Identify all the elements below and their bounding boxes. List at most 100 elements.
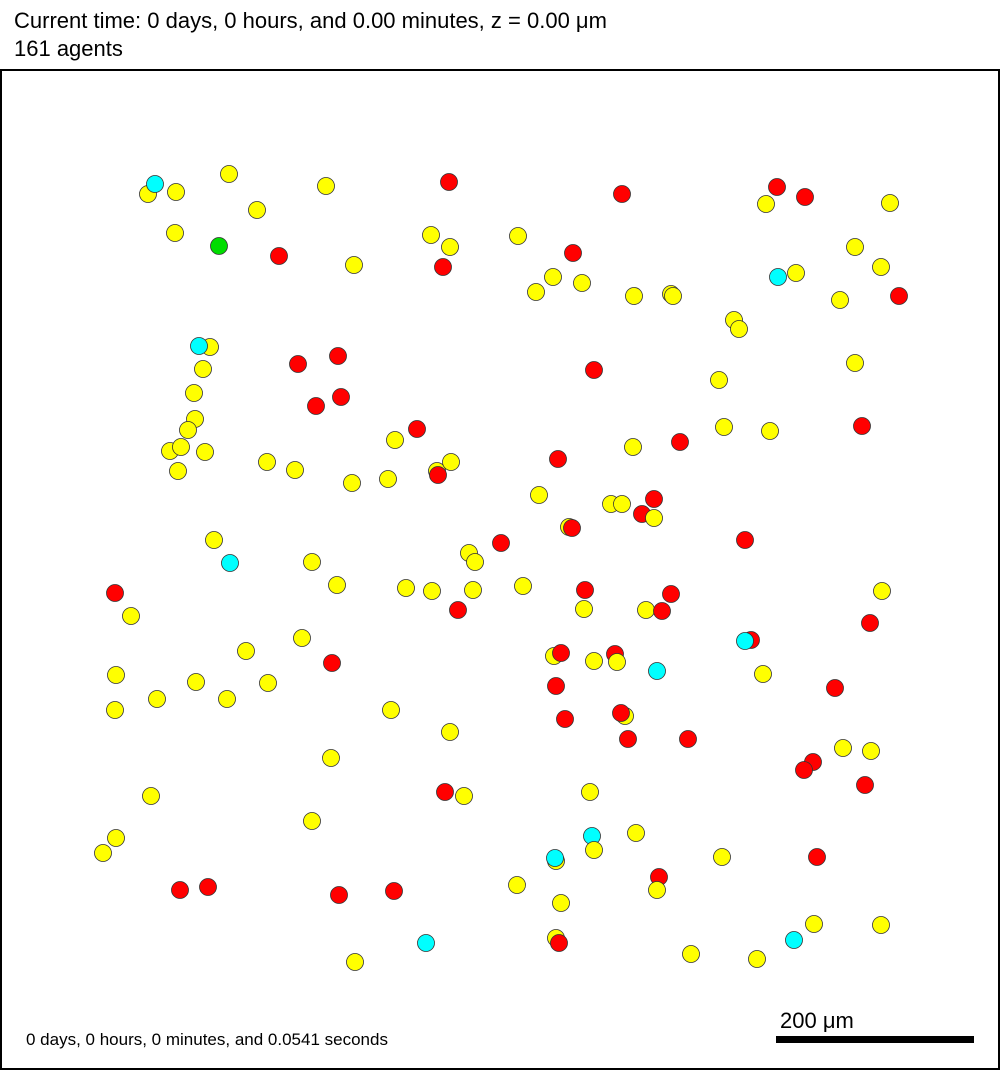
agent-red xyxy=(106,584,124,602)
agent-yellow xyxy=(846,238,864,256)
agent-yellow xyxy=(761,422,779,440)
simulation-time-title: Current time: 0 days, 0 hours, and 0.00 … xyxy=(14,8,607,33)
agent-yellow xyxy=(834,739,852,757)
agent-yellow xyxy=(645,509,663,527)
agent-yellow xyxy=(625,287,643,305)
agent-yellow xyxy=(293,629,311,647)
agent-count: 161 agents xyxy=(14,36,123,61)
agent-red xyxy=(563,519,581,537)
agent-red xyxy=(408,420,426,438)
agent-yellow xyxy=(187,673,205,691)
agent-yellow xyxy=(585,841,603,859)
agent-red xyxy=(332,388,350,406)
agent-red xyxy=(171,881,189,899)
agent-green xyxy=(210,237,228,255)
agent-yellow xyxy=(805,915,823,933)
agent-red xyxy=(330,886,348,904)
agent-yellow xyxy=(585,652,603,670)
agent-red xyxy=(856,776,874,794)
agent-yellow xyxy=(573,274,591,292)
agent-yellow xyxy=(710,371,728,389)
agent-red xyxy=(547,677,565,695)
agent-red xyxy=(270,247,288,265)
agent-red xyxy=(440,173,458,191)
agent-red xyxy=(768,178,786,196)
simulation-panel: 0 days, 0 hours, 0 minutes, and 0.0541 s… xyxy=(0,69,1000,1070)
agent-yellow xyxy=(258,453,276,471)
agent-yellow xyxy=(205,531,223,549)
agent-red xyxy=(549,450,567,468)
agent-yellow xyxy=(831,291,849,309)
agent-yellow xyxy=(397,579,415,597)
agent-red xyxy=(662,585,680,603)
agent-yellow xyxy=(530,486,548,504)
agent-yellow xyxy=(382,701,400,719)
agent-yellow xyxy=(637,601,655,619)
agent-plot: 0 days, 0 hours, 0 minutes, and 0.0541 s… xyxy=(0,69,1000,1070)
agent-yellow xyxy=(286,461,304,479)
agent-yellow xyxy=(754,665,772,683)
agent-red xyxy=(679,730,697,748)
agent-red xyxy=(436,783,454,801)
agent-yellow xyxy=(317,177,335,195)
agent-yellow xyxy=(386,431,404,449)
agent-yellow xyxy=(172,438,190,456)
agent-yellow xyxy=(322,749,340,767)
agent-yellow xyxy=(514,577,532,595)
agent-yellow xyxy=(575,600,593,618)
agent-yellow xyxy=(379,470,397,488)
agent-yellow xyxy=(862,742,880,760)
agent-red xyxy=(329,347,347,365)
agent-yellow xyxy=(846,354,864,372)
agent-cyan xyxy=(648,662,666,680)
agent-red xyxy=(795,761,813,779)
agent-red xyxy=(199,878,217,896)
agent-red xyxy=(556,710,574,728)
agent-yellow xyxy=(343,474,361,492)
agent-yellow xyxy=(787,264,805,282)
agent-yellow xyxy=(179,421,197,439)
agent-yellow xyxy=(107,666,125,684)
agent-yellow xyxy=(167,183,185,201)
agent-red xyxy=(552,644,570,662)
agent-yellow xyxy=(422,226,440,244)
agent-yellow xyxy=(169,462,187,480)
agent-yellow xyxy=(441,723,459,741)
agent-cyan xyxy=(546,849,564,867)
agent-red xyxy=(564,244,582,262)
agent-red xyxy=(289,355,307,373)
agent-red xyxy=(576,581,594,599)
agent-yellow xyxy=(166,224,184,242)
domain-border xyxy=(0,69,1000,1070)
agent-red xyxy=(429,466,447,484)
agent-yellow xyxy=(185,384,203,402)
agent-red xyxy=(434,258,452,276)
agent-red xyxy=(653,602,671,620)
agent-red xyxy=(585,361,603,379)
agent-yellow xyxy=(527,283,545,301)
agent-yellow xyxy=(581,783,599,801)
agent-red xyxy=(826,679,844,697)
agent-yellow xyxy=(345,256,363,274)
agent-yellow xyxy=(328,576,346,594)
agent-red xyxy=(619,730,637,748)
agent-yellow xyxy=(194,360,212,378)
agent-yellow xyxy=(196,443,214,461)
agent-red xyxy=(861,614,879,632)
agent-yellow xyxy=(259,674,277,692)
agent-yellow xyxy=(748,950,766,968)
agent-yellow xyxy=(873,582,891,600)
agent-red xyxy=(890,287,908,305)
agent-yellow xyxy=(346,953,364,971)
agent-yellow xyxy=(509,227,527,245)
agent-red xyxy=(613,185,631,203)
agent-cyan xyxy=(785,931,803,949)
agent-yellow xyxy=(624,438,642,456)
agent-yellow xyxy=(872,916,890,934)
agent-yellow xyxy=(248,201,266,219)
agent-yellow xyxy=(648,881,666,899)
agent-yellow xyxy=(881,194,899,212)
agent-yellow xyxy=(218,690,236,708)
agent-red xyxy=(645,490,663,508)
agent-yellow xyxy=(682,945,700,963)
